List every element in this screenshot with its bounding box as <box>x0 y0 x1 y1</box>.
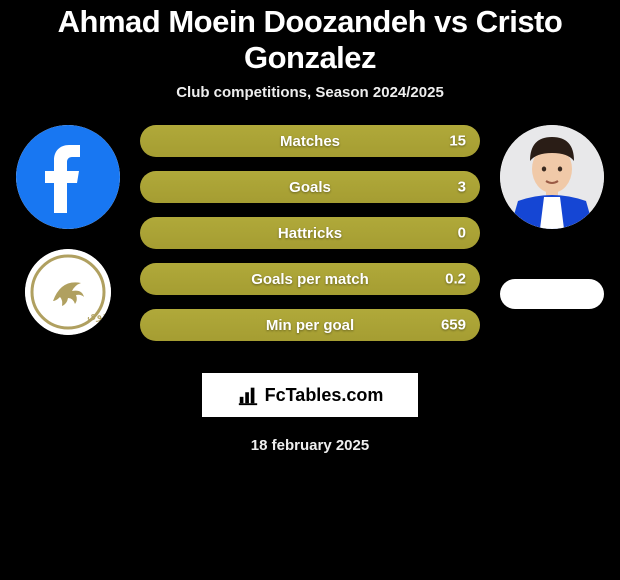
bar-chart-icon <box>237 384 259 406</box>
stat-row-hattricks: Hattricks 0 <box>140 217 480 249</box>
stat-label: Matches <box>280 133 340 150</box>
player-left-avatar <box>16 125 120 229</box>
club-left-icon: خوی <box>25 249 111 335</box>
subtitle: Club competitions, Season 2024/2025 <box>0 84 620 125</box>
player-left-column: خوی <box>8 125 128 335</box>
branding-text: FcTables.com <box>265 385 384 406</box>
compare-area: خوی <box>0 125 620 355</box>
player-right-column <box>492 125 612 309</box>
comparison-card: Ahmad Moein Doozandeh vs Cristo Gonzalez… <box>0 0 620 454</box>
stat-right-value: 0.2 <box>445 271 466 288</box>
stat-row-min-per-goal: Min per goal 659 <box>140 309 480 341</box>
player-right-avatar <box>500 125 604 229</box>
date-label: 18 february 2025 <box>0 437 620 454</box>
stat-label: Goals per match <box>251 271 369 288</box>
stats-list: Matches 15 Goals 3 Hattricks 0 Goals per… <box>140 125 480 341</box>
page-title: Ahmad Moein Doozandeh vs Cristo Gonzalez <box>0 0 620 84</box>
stat-label: Goals <box>289 179 331 196</box>
stat-right-value: 15 <box>449 133 466 150</box>
stat-row-goals: Goals 3 <box>140 171 480 203</box>
player-right-club-badge <box>500 279 604 309</box>
stat-right-value: 659 <box>441 317 466 334</box>
stat-right-value: 3 <box>458 179 466 196</box>
facebook-icon <box>16 125 120 229</box>
player-left-club-badge: خوی <box>25 249 111 335</box>
stat-label: Min per goal <box>266 317 354 334</box>
stat-right-value: 0 <box>458 225 466 242</box>
stat-label: Hattricks <box>278 225 342 242</box>
player-portrait-icon <box>500 125 604 229</box>
branding-badge[interactable]: FcTables.com <box>202 373 418 417</box>
svg-text:خوی: خوی <box>87 308 110 322</box>
stat-row-matches: Matches 15 <box>140 125 480 157</box>
stat-row-goals-per-match: Goals per match 0.2 <box>140 263 480 295</box>
